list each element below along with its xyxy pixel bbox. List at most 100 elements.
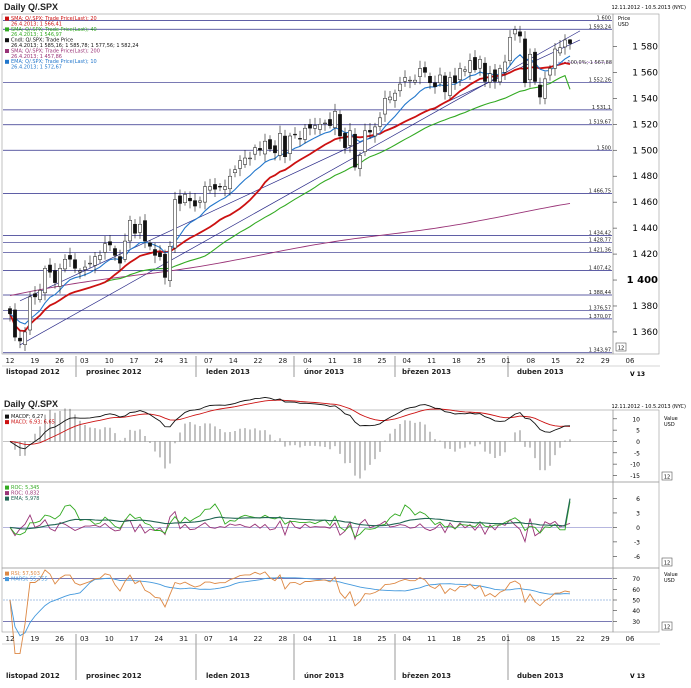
x-day-tick-bottom: 14 <box>229 635 238 643</box>
level-label: 1 388,44 <box>589 290 611 296</box>
candle-body <box>108 241 112 246</box>
main-unit-usd: USD <box>618 22 629 28</box>
candle-body <box>233 169 237 173</box>
marsi-line <box>9 576 571 637</box>
x-day-tick: 03 <box>80 357 89 365</box>
legend-entry: MARSI; 55,755 <box>11 577 48 583</box>
y-tick-label: 1 580 <box>632 42 658 52</box>
candle-body <box>343 132 347 148</box>
candle-body <box>568 39 572 44</box>
candle-body <box>218 185 222 188</box>
candle-body <box>153 249 157 256</box>
candle-body <box>173 199 177 249</box>
candle-body <box>288 135 292 154</box>
x-day-tick-bottom: 22 <box>576 635 585 643</box>
candle-body <box>528 53 532 81</box>
candle-body <box>278 133 282 156</box>
x-day-tick: 19 <box>30 357 39 365</box>
candle-body <box>93 256 97 266</box>
candle-body <box>208 186 212 191</box>
sma20-line <box>9 62 571 332</box>
candle-body <box>113 248 117 256</box>
y-tick-label: 1 380 <box>632 302 658 312</box>
rsi-unit-value: Value <box>664 572 678 578</box>
rsi-scale-badge-box[interactable] <box>661 621 673 631</box>
x-day-tick: 07 <box>204 357 213 365</box>
x-day-tick-bottom: 07 <box>204 635 213 643</box>
candle-body <box>203 186 207 203</box>
sub-y-label: 50 <box>632 598 640 605</box>
level-label: 1 500 <box>597 145 611 151</box>
main-title: Daily Q/.SPX <box>4 2 58 12</box>
x-day-tick: 15 <box>551 357 560 365</box>
y-tick-label: 1 460 <box>632 198 658 208</box>
y-tick-label: 1 400 <box>627 275 658 286</box>
x-day-tick: 10 <box>105 357 114 365</box>
macd-scale-badge-box[interactable] <box>661 471 673 481</box>
x-day-tick: 12 <box>6 357 15 365</box>
candle-body <box>43 268 47 294</box>
x-day-tick: 04 <box>303 357 312 365</box>
candle-body <box>363 130 367 152</box>
level-label: 1 370,07 <box>589 314 611 320</box>
candle-body <box>323 122 327 125</box>
candle-body <box>478 59 482 69</box>
rsi-scale-badge[interactable]: 12 <box>664 625 670 631</box>
legend-entry: 26.4.2013; 1 572,67 <box>11 65 62 71</box>
main-scale-badge[interactable]: 12 <box>618 346 624 352</box>
level-label: 1 531,1 <box>592 105 611 111</box>
x-day-tick-bottom: 19 <box>30 635 39 643</box>
candle-body <box>223 186 227 190</box>
sub-y-label: -6 <box>634 554 640 561</box>
roc2-line <box>9 510 571 544</box>
roc-scale-badge[interactable]: 12 <box>664 561 670 567</box>
macd-scale-badge[interactable]: 12 <box>664 475 670 481</box>
ema10-line <box>9 54 571 325</box>
candle-body <box>228 175 232 190</box>
x-day-tick-bottom: 11 <box>328 635 337 643</box>
legend-entry: RSI; 57,503 <box>11 571 40 577</box>
x-day-tick-bottom: 11 <box>427 635 436 643</box>
candle-body <box>28 296 32 331</box>
candle-body <box>368 130 372 133</box>
candle-body <box>78 270 82 273</box>
level-label: 1 519,67 <box>589 120 611 126</box>
candle-body <box>193 200 197 207</box>
rsi-line <box>9 569 571 655</box>
x-day-tick-bottom: 06 <box>626 635 635 643</box>
x-day-tick-bottom: 26 <box>55 635 64 643</box>
x-month-label-bottom: listopad 2012 <box>6 672 60 680</box>
x-day-tick: 18 <box>353 357 362 365</box>
candle-body <box>388 96 392 101</box>
sub-y-label: -3 <box>634 539 640 546</box>
sub-y-label: 60 <box>632 587 640 594</box>
x-month-label: prosinec 2012 <box>86 368 142 376</box>
candle-body <box>213 184 217 190</box>
candle-body <box>83 266 87 270</box>
x-day-tick: 17 <box>130 357 139 365</box>
macd-unit-usd: USD <box>664 422 675 428</box>
candle-body <box>333 111 337 128</box>
level-label: 1 421,36 <box>589 247 611 253</box>
roc1-line <box>9 501 571 538</box>
bottom-week-label: V 13 <box>630 673 645 680</box>
top-week-label: V 13 <box>630 371 645 378</box>
candle-body <box>518 31 522 37</box>
candle-body <box>538 84 542 98</box>
main-scale-badge-box[interactable] <box>615 342 627 352</box>
y-tick-label: 1 420 <box>632 250 658 260</box>
roc-scale-badge-box[interactable] <box>661 557 673 567</box>
legend-swatch <box>5 577 9 582</box>
roc-ema-line <box>9 498 571 530</box>
legend-entry: MACD; 6,93; 6,65 <box>11 420 55 426</box>
x-day-tick-bottom: 04 <box>402 635 411 643</box>
y-tick-label: 1 360 <box>632 328 658 338</box>
sma40-line <box>9 74 571 332</box>
sub-y-label: -5 <box>634 450 640 457</box>
x-day-tick-bottom: 25 <box>477 635 486 643</box>
x-day-tick: 29 <box>601 357 610 365</box>
level-label: 1 466,75 <box>589 188 611 194</box>
legend-swatch <box>5 485 9 490</box>
macd-panel-frame <box>1 409 614 483</box>
candle-body <box>398 83 402 92</box>
